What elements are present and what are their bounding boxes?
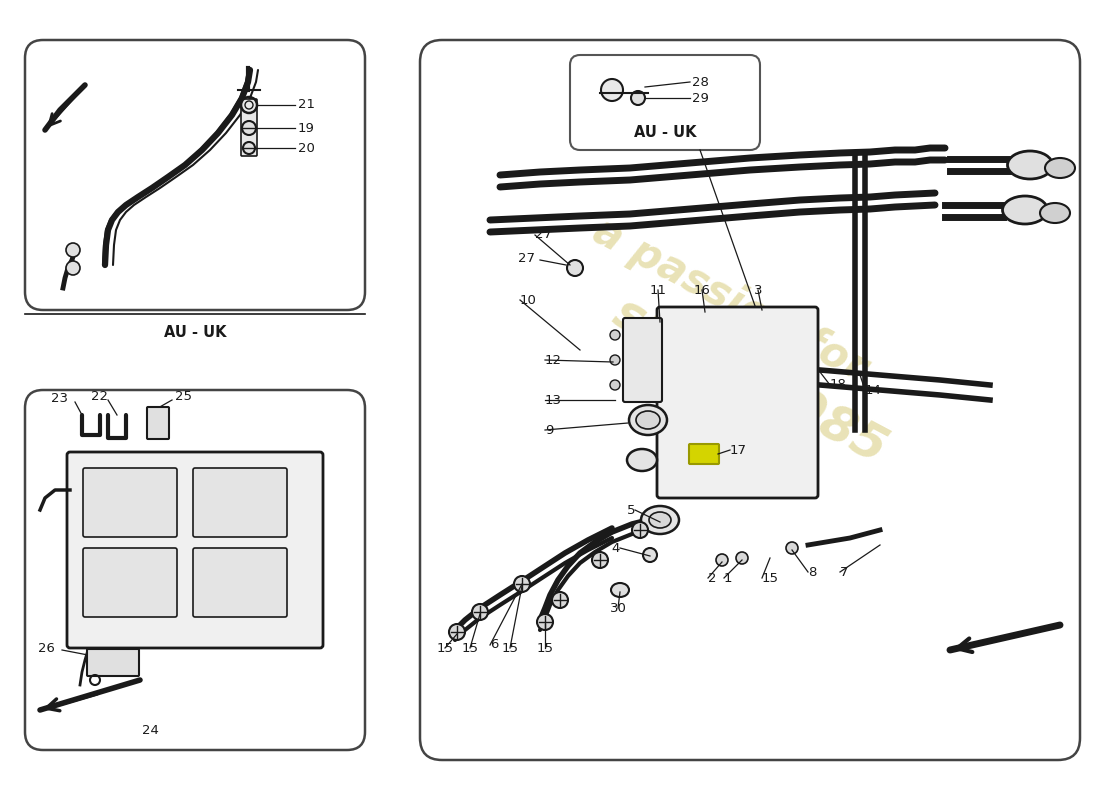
Circle shape [537, 614, 553, 630]
Ellipse shape [1040, 203, 1070, 223]
Text: 25: 25 [175, 390, 192, 402]
Text: 18: 18 [830, 378, 847, 391]
Circle shape [631, 91, 645, 105]
FancyBboxPatch shape [657, 307, 818, 498]
Circle shape [644, 548, 657, 562]
Circle shape [243, 142, 255, 154]
Ellipse shape [1008, 151, 1053, 179]
Text: 26: 26 [39, 642, 55, 654]
Circle shape [472, 604, 488, 620]
Circle shape [632, 522, 648, 538]
Ellipse shape [636, 411, 660, 429]
Text: 2: 2 [708, 571, 716, 585]
Text: 11: 11 [649, 283, 667, 297]
Text: 4: 4 [612, 542, 620, 554]
Text: 8: 8 [808, 566, 816, 578]
Text: a passion for: a passion for [586, 210, 874, 390]
FancyBboxPatch shape [67, 452, 323, 648]
Text: 10: 10 [520, 294, 537, 306]
Text: 20: 20 [298, 142, 315, 154]
Circle shape [610, 380, 620, 390]
Text: 29: 29 [692, 91, 708, 105]
Text: 6: 6 [490, 638, 498, 651]
Text: 5: 5 [627, 503, 635, 517]
Text: 22: 22 [91, 390, 109, 402]
Text: 19: 19 [298, 122, 315, 134]
Text: 24: 24 [142, 723, 158, 737]
Ellipse shape [1045, 158, 1075, 178]
Circle shape [566, 260, 583, 276]
Circle shape [242, 121, 256, 135]
Text: 27: 27 [518, 251, 535, 265]
FancyBboxPatch shape [82, 468, 177, 537]
FancyBboxPatch shape [192, 468, 287, 537]
Circle shape [736, 552, 748, 564]
FancyBboxPatch shape [87, 649, 139, 676]
Ellipse shape [629, 405, 667, 435]
Circle shape [449, 624, 465, 640]
Ellipse shape [1002, 196, 1047, 224]
Ellipse shape [627, 449, 657, 471]
Text: 17: 17 [730, 443, 747, 457]
Ellipse shape [649, 512, 671, 528]
Text: 16: 16 [694, 283, 711, 297]
Circle shape [786, 542, 798, 554]
Text: 30: 30 [609, 602, 626, 614]
FancyBboxPatch shape [689, 444, 719, 464]
Text: since 1985: since 1985 [605, 288, 894, 472]
Text: 9: 9 [544, 423, 553, 437]
Text: AU - UK: AU - UK [164, 325, 227, 340]
Text: 15: 15 [762, 571, 779, 585]
Ellipse shape [641, 506, 679, 534]
Text: 13: 13 [544, 394, 562, 406]
Text: 23: 23 [51, 391, 68, 405]
Circle shape [552, 592, 568, 608]
Text: 21: 21 [298, 98, 315, 111]
FancyBboxPatch shape [82, 548, 177, 617]
Ellipse shape [610, 583, 629, 597]
Text: 14: 14 [865, 383, 882, 397]
Circle shape [592, 552, 608, 568]
Text: 15: 15 [462, 642, 478, 654]
Text: AU - UK: AU - UK [634, 125, 696, 140]
Circle shape [601, 79, 623, 101]
Text: 1: 1 [724, 571, 733, 585]
FancyBboxPatch shape [623, 318, 662, 402]
Circle shape [66, 243, 80, 257]
FancyBboxPatch shape [192, 548, 287, 617]
Text: 7: 7 [840, 566, 848, 578]
Text: 15: 15 [537, 642, 553, 654]
Text: 12: 12 [544, 354, 562, 366]
Text: 15: 15 [502, 642, 518, 654]
Circle shape [716, 554, 728, 566]
Text: 27: 27 [535, 229, 552, 242]
Text: 15: 15 [437, 642, 453, 654]
FancyBboxPatch shape [147, 407, 169, 439]
Text: 3: 3 [754, 283, 762, 297]
Text: 28: 28 [692, 75, 708, 89]
Circle shape [610, 330, 620, 340]
FancyBboxPatch shape [241, 99, 257, 156]
Circle shape [514, 576, 530, 592]
Circle shape [610, 355, 620, 365]
Circle shape [66, 261, 80, 275]
